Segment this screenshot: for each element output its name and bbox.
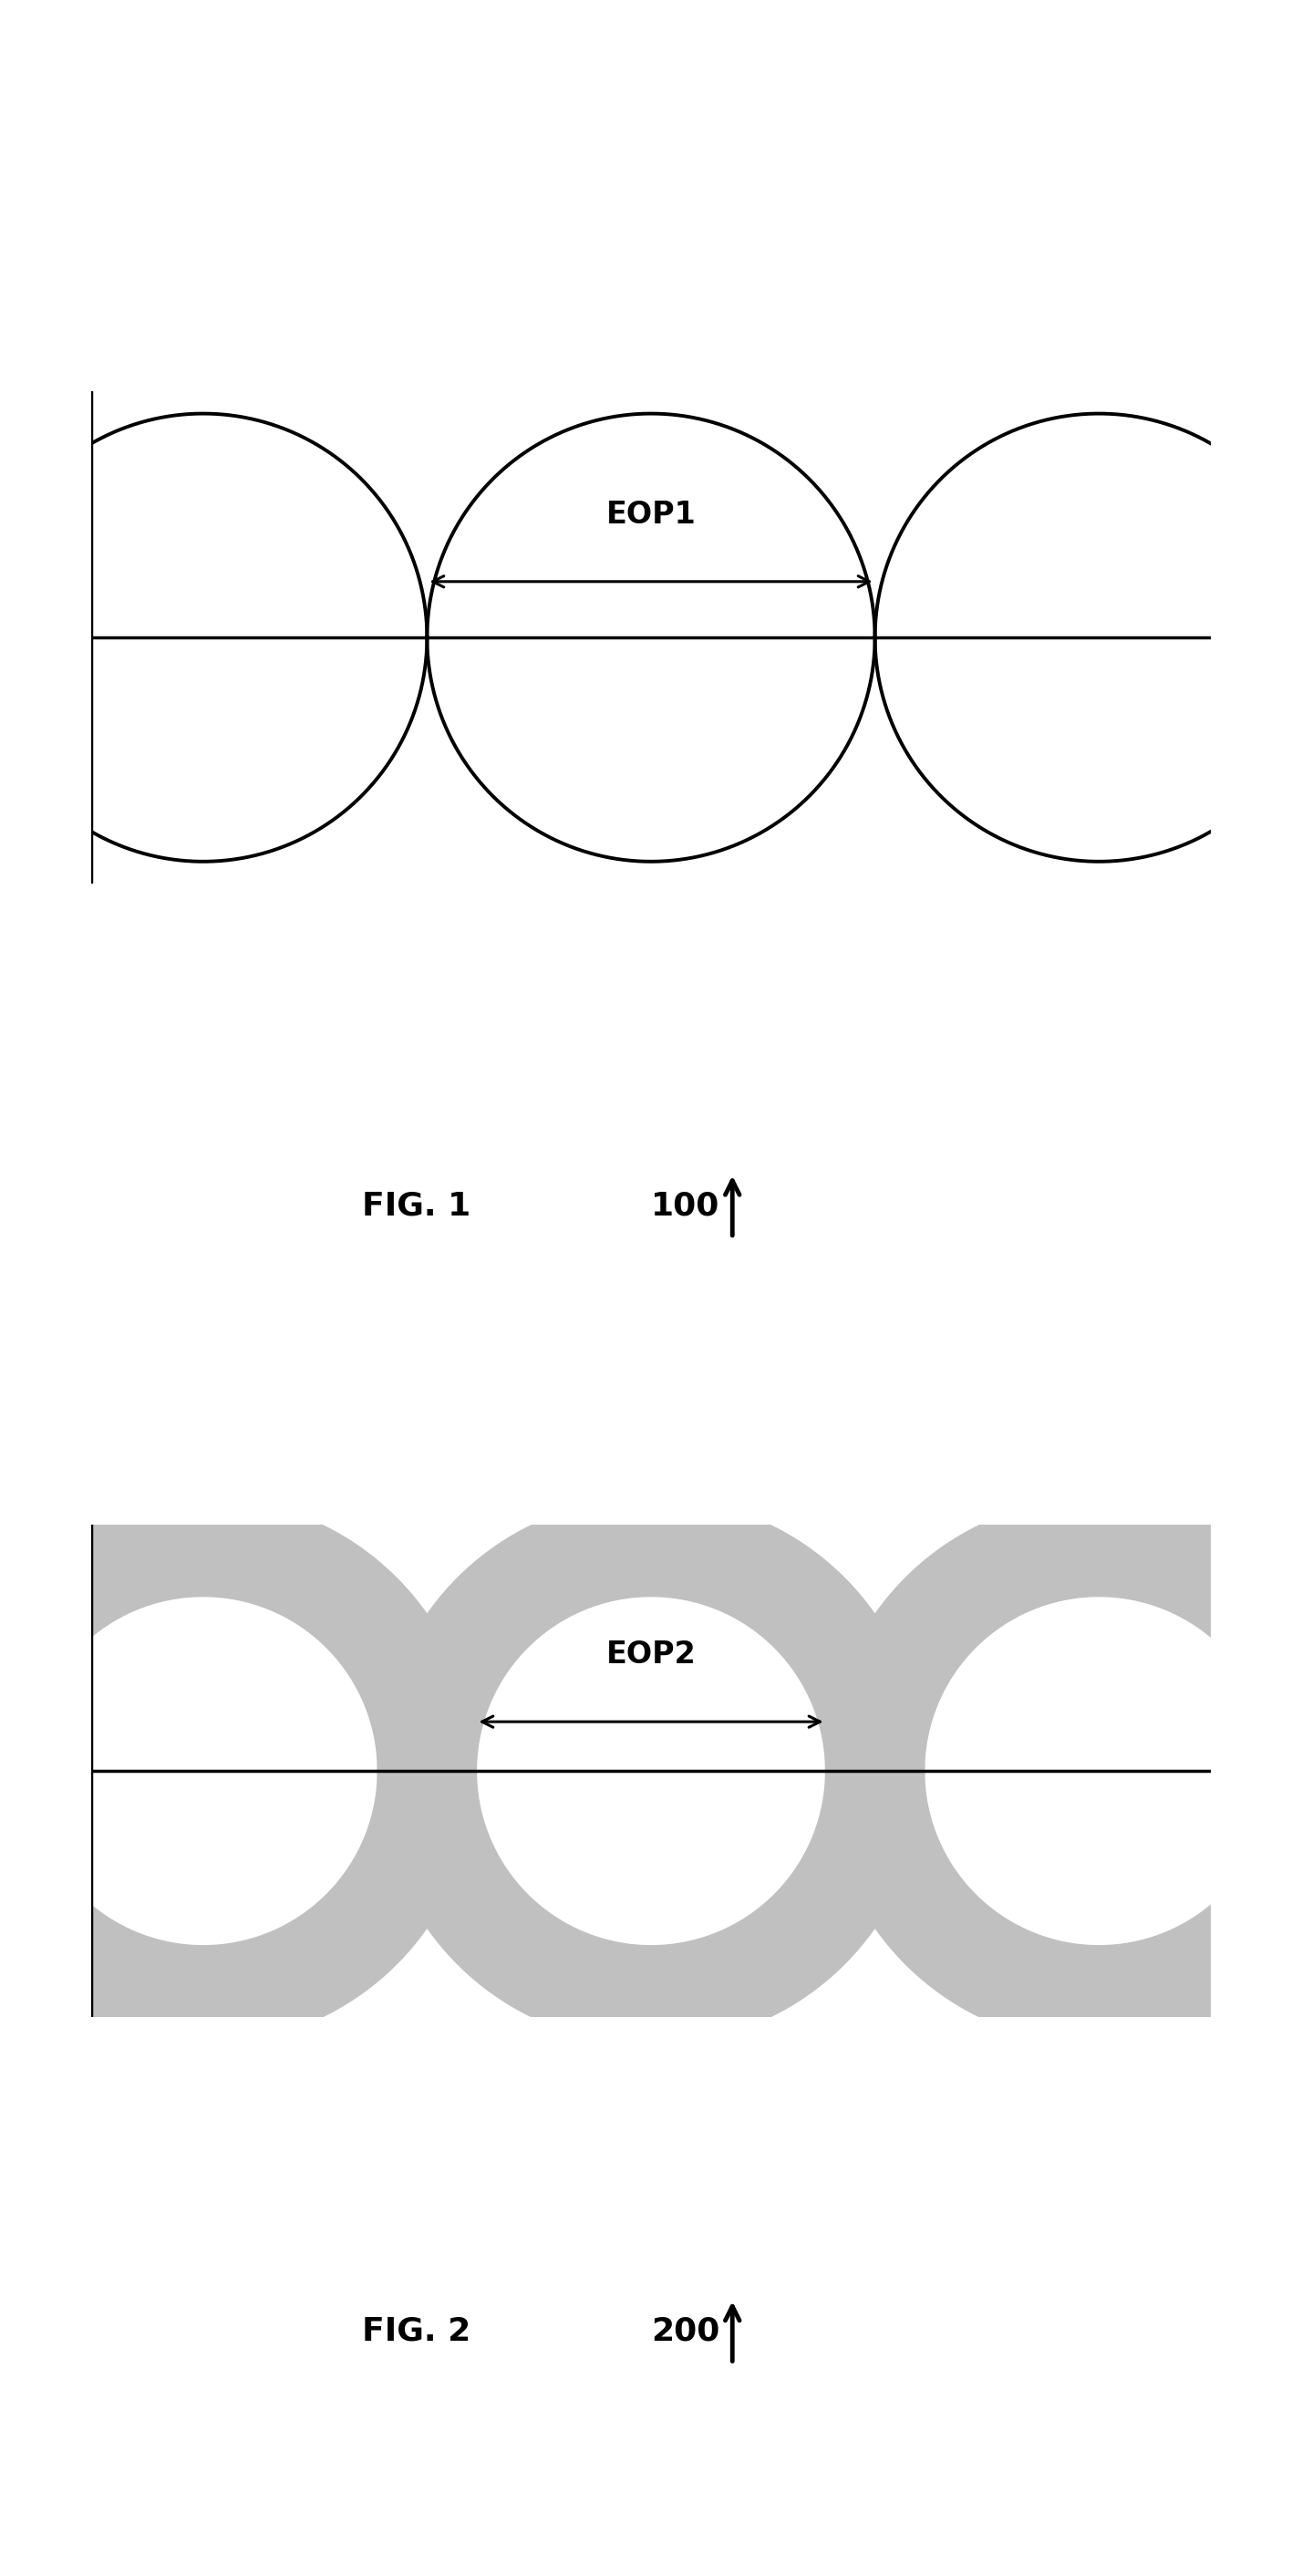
Polygon shape <box>1273 1497 1302 2045</box>
Text: EOP2: EOP2 <box>605 1638 697 1669</box>
Polygon shape <box>0 1497 29 2045</box>
Text: 200: 200 <box>651 2316 720 2347</box>
Text: EOP1: EOP1 <box>605 500 697 531</box>
Polygon shape <box>825 1497 1302 2045</box>
Polygon shape <box>0 1497 477 2045</box>
Polygon shape <box>378 1497 924 2045</box>
Text: FIG. 2: FIG. 2 <box>362 2316 471 2347</box>
Text: 100: 100 <box>651 1190 720 1221</box>
Text: FIG. 1: FIG. 1 <box>362 1190 471 1221</box>
